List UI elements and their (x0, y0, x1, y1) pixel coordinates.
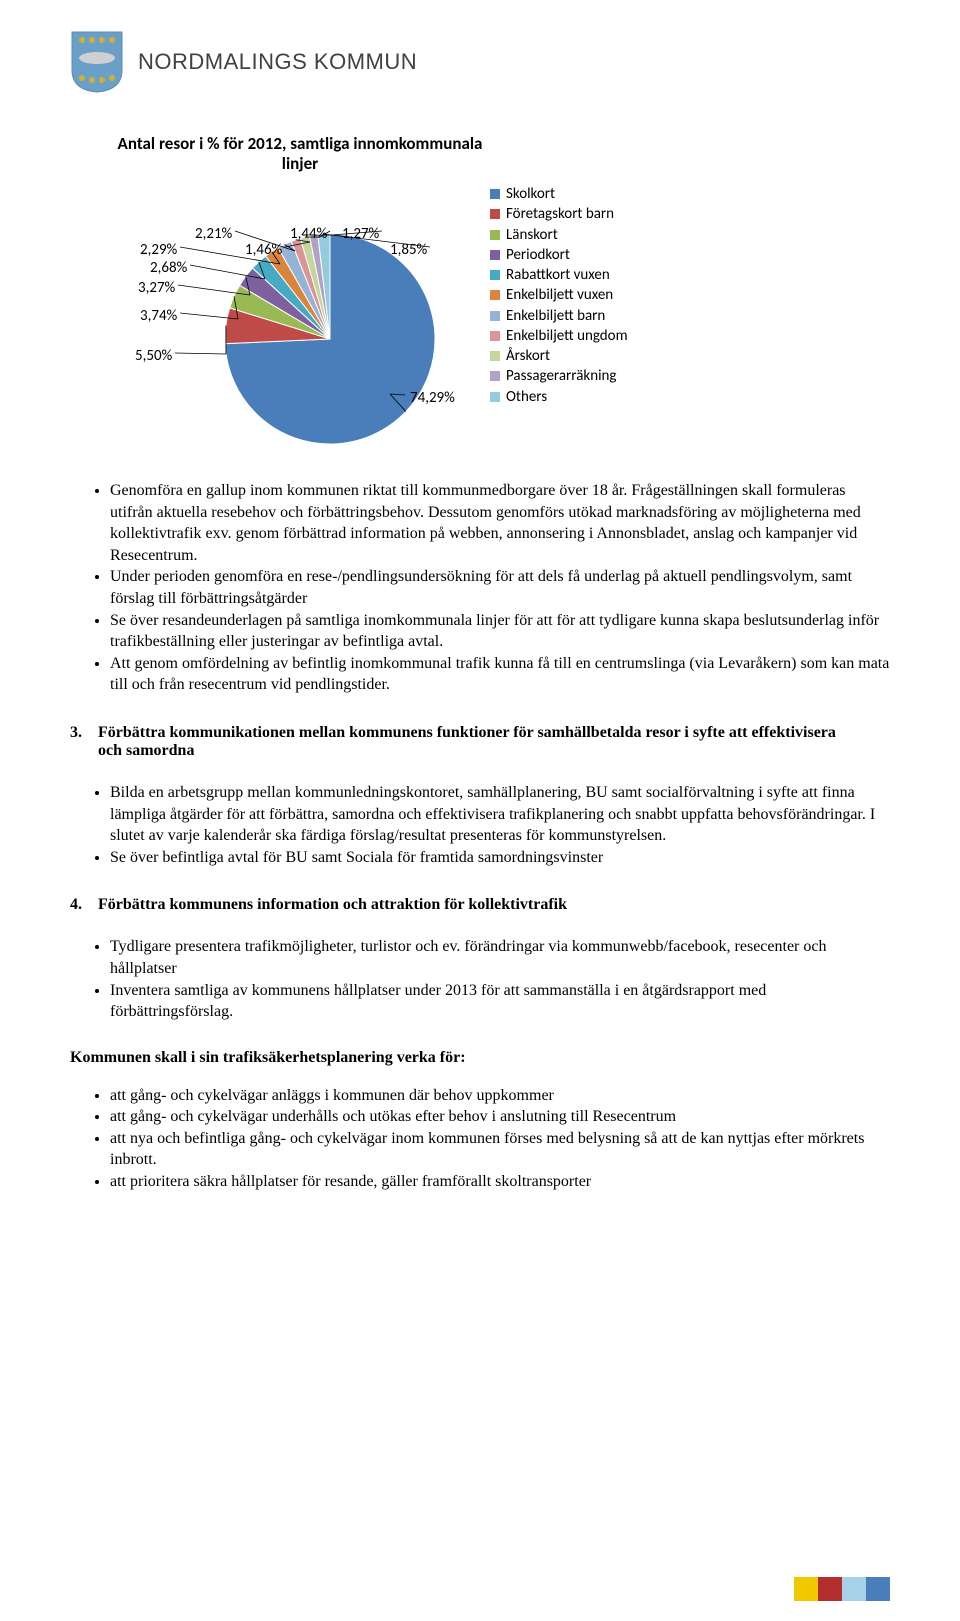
legend-swatch-icon (490, 351, 500, 361)
pie-slice-label: 3,74% (140, 307, 177, 325)
legend-item: Enkelbiljett ungdom (490, 326, 628, 346)
pie-slice-label: 5,50% (135, 347, 172, 365)
municipal-crest-icon (70, 30, 124, 94)
legend-item: Enkelbiljett vuxen (490, 285, 628, 305)
legend-label: Länskort (506, 225, 558, 245)
list-item: Se över befintliga avtal för BU samt Soc… (110, 847, 890, 869)
list-item: att gång- och cykelvägar underhålls och … (110, 1106, 890, 1128)
pie-slice-label: 1,27% (342, 225, 379, 243)
legend-label: Passagerarräkning (506, 366, 616, 386)
legend-swatch-icon (490, 270, 500, 280)
legend-swatch-icon (490, 311, 500, 321)
legend-label: Enkelbiljett vuxen (506, 285, 613, 305)
list-item: Att genom omfördelning av befintlig inom… (110, 653, 890, 696)
legend-label: Enkelbiljett ungdom (506, 326, 628, 346)
pie-slice-label: 2,29% (140, 241, 177, 259)
list-item: att prioritera säkra hållplatser för res… (110, 1171, 890, 1193)
legend-label: Others (506, 387, 547, 407)
legend-item: Länskort (490, 225, 628, 245)
legend-swatch-icon (490, 230, 500, 240)
list-item: Tydligare presentera trafikmöjligheter, … (110, 936, 890, 979)
list-item: Inventera samtliga av kommunens hållplat… (110, 980, 890, 1023)
legend-label: Periodkort (506, 245, 570, 265)
list-item: Se över resandeunderlagen på samtliga in… (110, 610, 890, 653)
legend-label: Skolkort (506, 184, 555, 204)
pie-slice-label: 1,46% (245, 241, 282, 259)
legend-item: Skolkort (490, 184, 628, 204)
list-item: Bilda en arbetsgrupp mellan kommunlednin… (110, 782, 890, 847)
chart-title: Antal resor i % för 2012, samtliga innom… (110, 134, 490, 175)
legend-label: Företagskort barn (506, 204, 614, 224)
legend-item: Passagerarräkning (490, 366, 628, 386)
footer-swatch (818, 1577, 842, 1601)
pie-slice-label: 1,85% (390, 241, 427, 259)
footer-swatch (842, 1577, 866, 1601)
chart-legend: SkolkortFöretagskort barnLänskortPeriodk… (490, 184, 628, 407)
bullets-safety: att gång- och cykelvägar anläggs i kommu… (70, 1085, 890, 1193)
footer-swatch (866, 1577, 890, 1601)
section-3-heading: 3. Förbättra kommunikationen mellan komm… (70, 724, 890, 760)
pie-slice-label: 74,29% (410, 389, 455, 407)
pie-slice-label: 3,27% (138, 279, 175, 297)
legend-swatch-icon (490, 189, 500, 199)
section-4-heading: 4. Förbättra kommunens information och a… (70, 896, 890, 914)
legend-swatch-icon (490, 392, 500, 402)
legend-swatch-icon (490, 290, 500, 300)
pie-slice-label: 2,68% (150, 259, 187, 277)
legend-swatch-icon (490, 250, 500, 260)
section-title: Förbättra kommunens information och attr… (98, 896, 567, 914)
list-item: att nya och befintliga gång- och cykelvä… (110, 1128, 890, 1171)
list-item: Genomföra en gallup inom kommunen riktat… (110, 480, 890, 566)
section-number: 3. (70, 724, 94, 742)
org-name: NORDMALINGS KOMMUN (138, 49, 417, 75)
bullets-section-4: Tydligare presentera trafikmöjligheter, … (70, 936, 890, 1022)
legend-label: Enkelbiljett barn (506, 306, 605, 326)
bullets-section-3: Bilda en arbetsgrupp mellan kommunlednin… (70, 782, 890, 868)
legend-item: Periodkort (490, 245, 628, 265)
section-number: 4. (70, 896, 94, 914)
legend-item: Enkelbiljett barn (490, 306, 628, 326)
legend-label: Årskort (506, 346, 550, 366)
legend-label: Rabattkort vuxen (506, 265, 610, 285)
pie-slice-label: 2,21% (195, 225, 232, 243)
safety-heading: Kommunen skall i sin trafiksäkerhetsplan… (70, 1049, 890, 1067)
legend-item: Rabattkort vuxen (490, 265, 628, 285)
section-title: Förbättra kommunikationen mellan kommune… (98, 724, 858, 760)
legend-swatch-icon (490, 371, 500, 381)
legend-item: Företagskort barn (490, 204, 628, 224)
page-header: NORDMALINGS KOMMUN (70, 30, 890, 94)
footer-swatch (794, 1577, 818, 1601)
pie-chart-block: Antal resor i % för 2012, samtliga innom… (110, 134, 890, 454)
legend-swatch-icon (490, 331, 500, 341)
legend-swatch-icon (490, 209, 500, 219)
bullets-group-1: Genomföra en gallup inom kommunen riktat… (70, 480, 890, 696)
footer-color-swatches (794, 1577, 890, 1601)
list-item: att gång- och cykelvägar anläggs i kommu… (110, 1085, 890, 1107)
legend-item: Others (490, 387, 628, 407)
legend-item: Årskort (490, 346, 628, 366)
pie-slice-label: 1,44% (290, 225, 327, 243)
list-item: Under perioden genomföra en rese-/pendli… (110, 566, 890, 609)
